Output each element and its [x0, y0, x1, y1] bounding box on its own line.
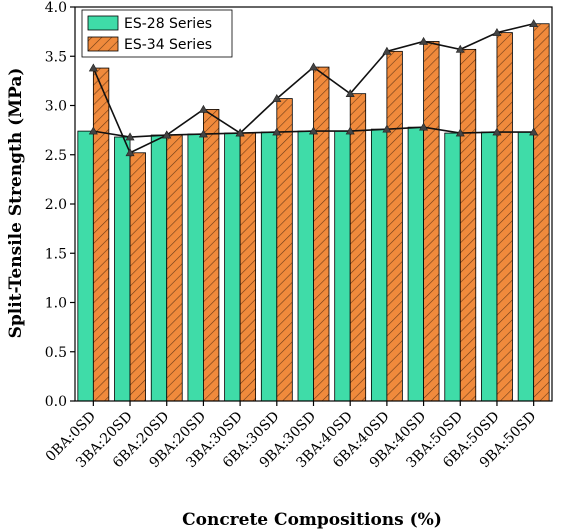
y-tick-label-4: 2.0: [45, 197, 67, 213]
bar-es34-3: [203, 109, 220, 402]
y-tick-label-3: 1.5: [45, 246, 67, 262]
es34-marker-12: [529, 19, 539, 28]
bar-es34-8: [386, 50, 403, 402]
es28-marker-5: [272, 127, 282, 136]
bars-layer: [77, 23, 550, 402]
y-tick-label-8: 4.0: [45, 0, 67, 16]
legend-label-0: ES-28 Series: [124, 16, 212, 32]
es28-marker-8: [382, 124, 392, 133]
bar-es28-5: [260, 131, 278, 402]
legend-swatch-0: [87, 15, 119, 31]
es34-marker-1: [125, 148, 135, 157]
x-axis-title: Concrete Compositions (%): [182, 510, 442, 530]
es28-marker-6: [308, 126, 319, 135]
es28-marker-7: [345, 126, 355, 135]
bar-es34-9: [423, 41, 440, 402]
es28-marker-9: [419, 122, 429, 131]
bar-es28-7: [334, 130, 351, 402]
bar-es28-12: [517, 131, 535, 402]
bar-es34-10: [459, 48, 477, 402]
es34-marker-3: [198, 104, 208, 113]
y-tick-label-5: 2.5: [45, 148, 67, 164]
y-tick-label-0: 0.0: [45, 394, 67, 410]
bar-es34-12: [533, 23, 550, 402]
bar-es28-1: [114, 136, 131, 402]
es28-marker-12: [529, 127, 539, 136]
trend-lines-layer: [88, 19, 539, 157]
es28-marker-11: [492, 127, 502, 136]
bar-es34-0: [92, 67, 110, 402]
legend-swatch-1: [87, 36, 119, 52]
bar-es28-9: [407, 126, 424, 402]
bar-es34-7: [349, 93, 367, 402]
es34-marker-2: [162, 130, 172, 139]
es28-marker-10: [455, 128, 465, 137]
y-tick-label-7: 3.5: [45, 49, 67, 65]
y-tick-label-1: 0.5: [45, 345, 67, 361]
es34-marker-11: [492, 28, 502, 36]
bar-es34-11: [496, 32, 513, 402]
es34-marker-10: [455, 44, 465, 53]
bar-es28-2: [150, 134, 168, 402]
y-tick-label-6: 3.0: [45, 99, 67, 115]
legend-label-1: ES-34 Series: [124, 37, 212, 53]
bar-es28-6: [297, 130, 314, 402]
y-axis-title: Split-Tensile Strength (MPa): [6, 68, 26, 339]
es34-marker-6: [308, 62, 319, 71]
bar-es28-10: [444, 132, 461, 402]
y-tick-label-2: 1.0: [45, 296, 67, 312]
bar-es28-3: [187, 133, 204, 402]
bar-es34-1: [129, 152, 146, 402]
es28-marker-1: [125, 132, 135, 141]
bar-es34-5: [276, 98, 293, 402]
legend: ES-28 Series ES-34 Series: [81, 9, 233, 58]
es34-marker-9: [419, 36, 429, 45]
bar-es34-4: [239, 132, 257, 402]
bar-es28-11: [481, 131, 498, 402]
bar-es28-8: [370, 128, 388, 402]
bar-es28-4: [224, 132, 241, 402]
es34-marker-5: [272, 94, 282, 102]
bar-es28-0: [77, 130, 94, 402]
bar-es34-6: [313, 66, 330, 402]
es34-marker-4: [235, 128, 245, 137]
es34-marker-8: [382, 46, 392, 55]
bar-es34-2: [166, 134, 183, 402]
es34-marker-7: [345, 89, 355, 97]
es28-marker-0: [88, 126, 98, 135]
es34-marker-0: [88, 63, 98, 72]
es28-marker-3: [198, 129, 208, 138]
